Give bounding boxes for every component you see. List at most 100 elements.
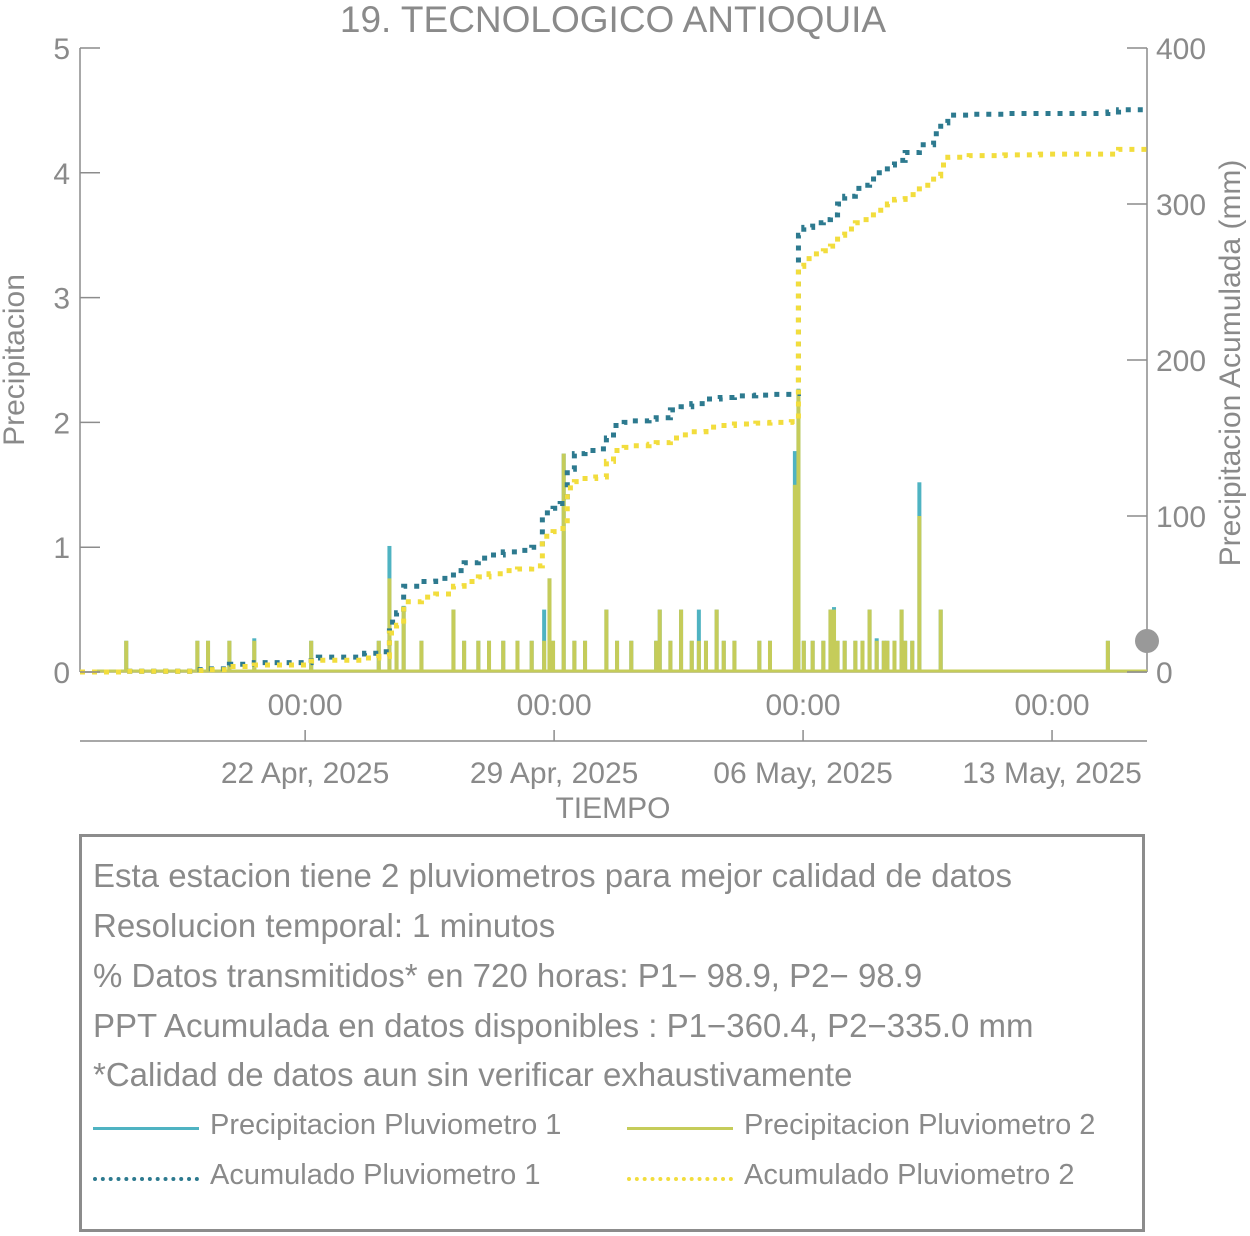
precip-bar	[903, 640, 908, 672]
precip-bar	[792, 484, 797, 672]
x-axis-label: TIEMPO	[555, 792, 670, 825]
x-tick-date: 06 May, 2025	[713, 757, 893, 790]
precip-bar	[867, 609, 872, 672]
precip-bar	[732, 640, 737, 672]
precip-bar	[252, 640, 257, 672]
x-tick-time: 00:00	[766, 689, 841, 722]
precip-bar	[853, 640, 858, 672]
y-tick-label: 3	[53, 283, 70, 316]
precip-bar	[551, 640, 556, 672]
precip-bar	[899, 609, 904, 672]
precip-bar	[714, 609, 719, 672]
precip-bar	[501, 640, 506, 672]
precip-bar	[885, 640, 890, 672]
precip-bar	[796, 391, 801, 672]
precip-bar	[487, 640, 492, 672]
x-tick-date: 13 May, 2025	[962, 757, 1142, 790]
precip-bar	[828, 609, 833, 672]
x-ticks: 00:00 22 Apr, 2025 00:00 29 Apr, 2025 00:00 0…	[221, 689, 1142, 790]
y2-axis-label: Precipitacion Acumulada (mm)	[1214, 160, 1247, 567]
x-tick-time: 00:00	[268, 689, 343, 722]
scroll-marker	[1135, 629, 1159, 653]
precip-bar	[757, 640, 762, 672]
precip-bar	[572, 640, 577, 672]
precip-bar	[387, 578, 392, 672]
precip-bar	[629, 640, 634, 672]
info-line-quality-note: *Calidad de datos aun sin verificar exha…	[93, 1056, 853, 1093]
y-tick-label: 5	[53, 33, 70, 66]
legend-swatch-cum-1	[93, 1177, 199, 1181]
precip-bar	[917, 516, 922, 672]
precip-bar	[515, 640, 520, 672]
precip-bar	[419, 640, 424, 672]
legend-label-cum-1: Acumulado Pluviometro 1	[210, 1159, 541, 1191]
legend-swatch-cum-2	[627, 1177, 733, 1181]
precip-bar	[451, 609, 456, 672]
axes	[79, 48, 1148, 742]
chart-title: 19. TECNOLOGICO ANTIOQUIA	[340, 0, 887, 40]
right-y-ticks: 0 100 200 300 400	[1127, 33, 1206, 690]
legend-label-precip-1: Precipitacion Pluviometro 1	[210, 1109, 562, 1141]
legend-label-cum-2: Acumulado Pluviometro 2	[744, 1159, 1075, 1191]
precip-bar	[835, 640, 840, 672]
precip-bar	[874, 640, 879, 672]
precipitation-chart: 19. TECNOLOGICO ANTIOQUIA 0 1 2 3 4 5 0 100 200…	[0, 0, 1247, 825]
y-tick-label: 1	[53, 532, 70, 565]
precip-bar	[892, 640, 897, 672]
cumulative-line-pluviometro-1	[80, 107, 1147, 675]
precip-bar	[860, 640, 865, 672]
precip-bar	[767, 640, 772, 672]
legend-swatch-precip-1	[93, 1127, 199, 1130]
precip-bar	[654, 640, 659, 672]
y2-tick-label: 400	[1156, 33, 1206, 66]
precip-bar	[476, 640, 481, 672]
y-tick-label: 4	[53, 158, 70, 191]
precip-bar	[881, 640, 886, 672]
precip-bar	[547, 578, 552, 672]
precip-bar	[542, 640, 547, 672]
precip-bar	[401, 609, 406, 672]
precip-bar	[703, 640, 708, 672]
precip-bar	[910, 640, 915, 672]
y-tick-label: 2	[53, 407, 70, 440]
precip-bar	[679, 609, 684, 672]
x-tick-date: 22 Apr, 2025	[221, 757, 390, 790]
bars-pluviometro-2	[92, 391, 1147, 673]
precip-bar	[394, 640, 399, 672]
precip-bar	[615, 640, 620, 672]
info-box: Esta estacion tiene 2 pluviometros para …	[79, 834, 1145, 1232]
precip-bar	[832, 609, 837, 672]
y2-tick-label: 100	[1156, 501, 1206, 534]
bars-pluviometro-1	[92, 388, 1147, 673]
precip-bar	[938, 609, 943, 672]
info-line-transmitted: % Datos transmitidos* en 720 horas: P1− …	[93, 957, 923, 994]
precip-bar	[529, 640, 534, 672]
legend-label-precip-2: Precipitacion Pluviometro 2	[744, 1109, 1096, 1141]
precip-bar	[227, 640, 232, 672]
precip-bar	[195, 640, 200, 672]
precip-bar	[696, 640, 701, 672]
precip-bar	[689, 640, 694, 672]
left-y-ticks: 0 1 2 3 4 5	[53, 33, 100, 690]
precip-bar	[668, 640, 673, 672]
x-tick-time: 00:00	[517, 689, 592, 722]
precip-bar	[604, 609, 609, 672]
y-axis-label: Precipitacion	[0, 274, 31, 446]
cumulative-line-pluviometro-2	[80, 146, 1147, 675]
y2-tick-label: 200	[1156, 345, 1206, 378]
precip-bar	[821, 640, 826, 672]
precip-bar	[206, 640, 211, 672]
precip-bar	[721, 640, 726, 672]
legend-swatch-precip-2	[627, 1127, 733, 1130]
info-line-resolution: Resolucion temporal: 1 minutos	[93, 907, 556, 944]
y2-tick-label: 0	[1156, 657, 1173, 690]
precip-bar	[124, 640, 129, 672]
y2-tick-label: 300	[1156, 189, 1206, 222]
precip-bar	[309, 640, 314, 672]
info-line-stations: Esta estacion tiene 2 pluviometros para …	[93, 857, 1013, 894]
precip-bar	[810, 640, 815, 672]
precip-bar	[801, 640, 806, 672]
info-line-accumulated: PPT Acumulada en datos disponibles : P1−…	[93, 1007, 1034, 1044]
y-tick-label: 0	[53, 657, 70, 690]
precip-bar	[842, 640, 847, 672]
